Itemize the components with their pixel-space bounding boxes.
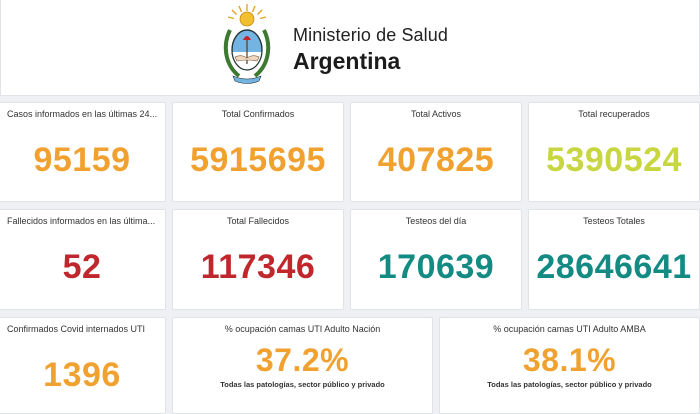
card-title: Confirmados Covid internados UTI <box>7 324 146 334</box>
card-value: 407825 <box>377 141 495 179</box>
card-value: 5390524 <box>546 141 682 179</box>
card-total-confirmed[interactable]: Total Confirmados 5915695 <box>172 102 344 202</box>
card-title: Total Activos <box>410 109 462 119</box>
header-banner: Ministerio de Salud Argentina <box>0 0 700 96</box>
argentina-coat-of-arms-icon <box>221 2 273 88</box>
card-title: % ocupación camas UTI Adulto Nación <box>224 324 381 334</box>
card-icu-occupancy-amba[interactable]: % ocupación camas UTI Adulto AMBA 38.1% … <box>439 317 700 414</box>
card-title: Casos informados en las últimas 24... <box>7 109 158 119</box>
ministry-name: Ministerio de Salud <box>293 25 448 45</box>
card-title: % ocupación camas UTI Adulto AMBA <box>493 324 646 334</box>
card-tests-today[interactable]: Testeos del día 170639 <box>350 209 522 310</box>
card-total-active[interactable]: Total Activos 407825 <box>350 102 522 202</box>
card-title: Total Fallecidos <box>226 216 290 226</box>
card-note: Todas las patologías, sector público y p… <box>487 380 652 389</box>
card-total-deaths[interactable]: Total Fallecidos 117346 <box>172 209 344 310</box>
country-name: Argentina <box>293 48 401 74</box>
card-value: 117346 <box>200 248 316 286</box>
card-cases-24h[interactable]: Casos informados en las últimas 24... 95… <box>0 102 166 202</box>
card-title: Total Confirmados <box>221 109 295 119</box>
card-deaths-24h[interactable]: Fallecidos informados en las última... 5… <box>0 209 166 310</box>
card-total-recovered[interactable]: Total recuperados 5390524 <box>528 102 700 202</box>
card-value: 1396 <box>43 356 121 394</box>
card-value: 38.1% <box>522 342 617 378</box>
card-value: 28646641 <box>536 248 692 286</box>
card-icu-confirmed[interactable]: Confirmados Covid internados UTI 1396 <box>0 317 166 414</box>
card-title: Testeos del día <box>405 216 467 226</box>
card-value: 170639 <box>377 248 495 286</box>
card-title: Fallecidos informados en las última... <box>7 216 156 226</box>
card-value: 52 <box>62 248 102 286</box>
card-title: Total recuperados <box>578 109 650 119</box>
card-title: Testeos Totales <box>583 216 645 226</box>
card-icu-occupancy-nation[interactable]: % ocupación camas UTI Adulto Nación 37.2… <box>172 317 433 414</box>
card-value: 95159 <box>33 141 131 179</box>
card-note: Todas las patologías, sector público y p… <box>220 380 385 389</box>
card-value: 37.2% <box>255 342 350 378</box>
card-total-tests[interactable]: Testeos Totales 28646641 <box>528 209 700 310</box>
card-value: 5915695 <box>190 141 326 179</box>
